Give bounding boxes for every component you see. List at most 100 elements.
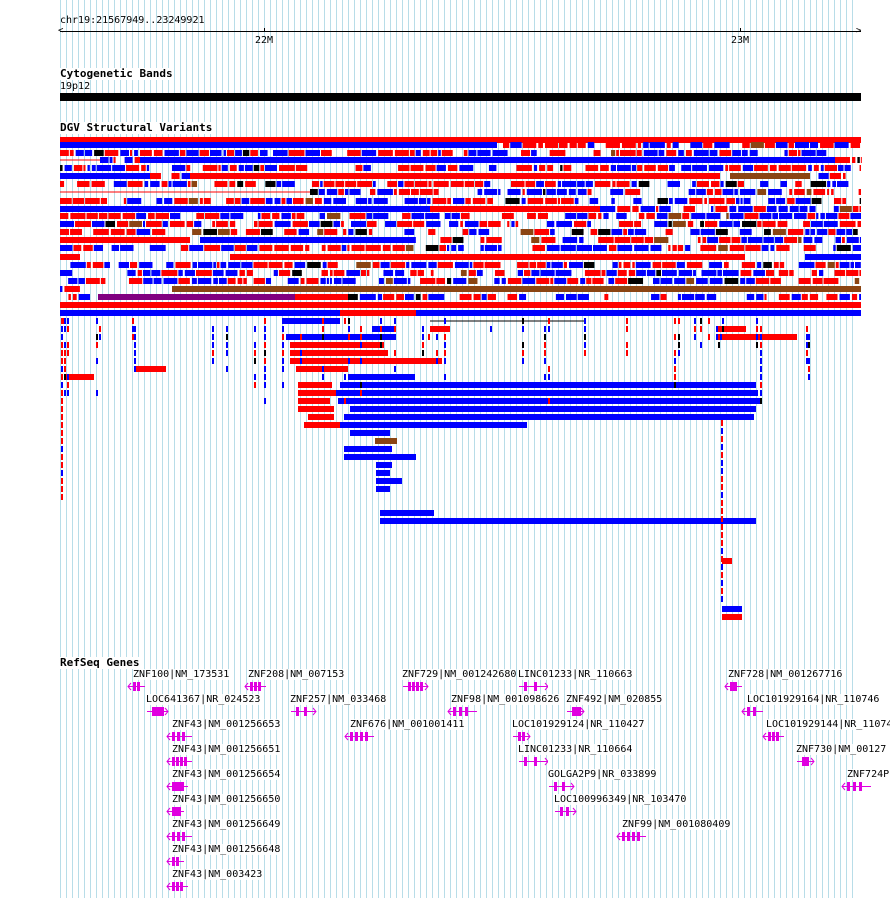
- variant-bar[interactable]: [463, 150, 468, 156]
- variant-bar[interactable]: [565, 213, 577, 219]
- variant-bar[interactable]: [396, 294, 404, 300]
- variant-bar[interactable]: [779, 213, 793, 219]
- variant-bar[interactable]: [245, 181, 256, 187]
- variant-bar[interactable]: [410, 165, 424, 171]
- variant-bar[interactable]: [685, 245, 691, 251]
- variant-tick[interactable]: [721, 444, 723, 450]
- variant-tick[interactable]: [808, 342, 810, 348]
- variant-bar[interactable]: [741, 150, 748, 156]
- variant-bar[interactable]: [746, 294, 755, 300]
- variant-bar[interactable]: [340, 310, 416, 316]
- variant-bar[interactable]: [387, 181, 398, 187]
- variant-tick[interactable]: [721, 492, 723, 498]
- variant-bar[interactable]: [778, 294, 790, 300]
- variant-bar[interactable]: [633, 198, 642, 204]
- variant-bar[interactable]: [428, 262, 437, 268]
- variant-tick[interactable]: [626, 342, 628, 348]
- variant-bar[interactable]: [859, 198, 861, 204]
- variant-bar[interactable]: [186, 221, 194, 227]
- variant-bar[interactable]: [480, 245, 484, 251]
- variant-tick[interactable]: [722, 326, 724, 332]
- variant-bar[interactable]: [126, 165, 140, 171]
- variant-bar[interactable]: [78, 278, 85, 284]
- variant-tick[interactable]: [678, 318, 680, 324]
- variant-bar[interactable]: [398, 189, 411, 195]
- variant-bar[interactable]: [636, 270, 646, 276]
- variant-bar[interactable]: [536, 181, 544, 187]
- variant-bar[interactable]: [198, 262, 213, 268]
- variant-tick[interactable]: [61, 470, 63, 476]
- variant-tick[interactable]: [61, 374, 63, 380]
- variant-bar[interactable]: [298, 398, 330, 404]
- variant-bar[interactable]: [242, 150, 250, 156]
- variant-bar[interactable]: [677, 294, 681, 300]
- variant-bar[interactable]: [717, 270, 722, 276]
- variant-tick[interactable]: [436, 350, 438, 356]
- variant-bar[interactable]: [757, 189, 767, 195]
- variant-bar[interactable]: [709, 278, 723, 284]
- variant-bar[interactable]: [715, 229, 728, 235]
- variant-bar[interactable]: [743, 198, 751, 204]
- variant-bar[interactable]: [525, 181, 536, 187]
- variant-bar[interactable]: [762, 221, 776, 227]
- variant-tick[interactable]: [700, 342, 702, 348]
- variant-bar[interactable]: [108, 213, 121, 219]
- gene-label[interactable]: ZNF43|NM_001256649: [172, 819, 281, 830]
- variant-bar[interactable]: [628, 270, 636, 276]
- variant-bar[interactable]: [656, 206, 659, 212]
- variant-bar[interactable]: [238, 165, 244, 171]
- variant-bar[interactable]: [681, 294, 695, 300]
- variant-bar[interactable]: [531, 150, 537, 156]
- variant-bar[interactable]: [460, 213, 470, 219]
- variant-bar[interactable]: [83, 165, 86, 171]
- variant-tick[interactable]: [61, 494, 63, 500]
- variant-bar[interactable]: [666, 150, 677, 156]
- variant-bar[interactable]: [134, 150, 138, 156]
- variant-bar[interactable]: [799, 206, 808, 212]
- variant-bar[interactable]: [298, 406, 334, 412]
- variant-bar[interactable]: [278, 165, 295, 171]
- variant-bar[interactable]: [333, 278, 342, 284]
- variant-bar[interactable]: [835, 237, 842, 243]
- variant-tick[interactable]: [522, 350, 524, 356]
- variant-tick[interactable]: [61, 406, 63, 412]
- variant-bar[interactable]: [209, 150, 222, 156]
- variant-tick[interactable]: [422, 358, 424, 364]
- variant-bar[interactable]: [852, 245, 861, 251]
- variant-bar[interactable]: [127, 270, 136, 276]
- variant-bar[interactable]: [140, 157, 835, 163]
- variant-bar[interactable]: [846, 229, 853, 235]
- variant-bar[interactable]: [568, 262, 583, 268]
- variant-bar[interactable]: [846, 237, 859, 243]
- variant-bar[interactable]: [264, 165, 277, 171]
- variant-bar[interactable]: [245, 229, 260, 235]
- variant-bar[interactable]: [369, 189, 376, 195]
- variant-bar[interactable]: [411, 262, 427, 268]
- variant-bar[interactable]: [824, 165, 838, 171]
- variant-bar[interactable]: [120, 245, 134, 251]
- variant-tick[interactable]: [394, 326, 396, 332]
- variant-bar[interactable]: [189, 245, 204, 251]
- variant-bar[interactable]: [188, 198, 198, 204]
- variant-bar[interactable]: [286, 198, 292, 204]
- variant-bar[interactable]: [142, 270, 151, 276]
- variant-bar[interactable]: [709, 150, 718, 156]
- variant-tick[interactable]: [444, 334, 446, 340]
- variant-tick[interactable]: [67, 342, 69, 348]
- variant-bar[interactable]: [68, 278, 78, 284]
- variant-bar[interactable]: [257, 213, 261, 219]
- variant-tick[interactable]: [721, 588, 723, 594]
- variant-bar[interactable]: [590, 229, 598, 235]
- variant-tick[interactable]: [226, 342, 228, 348]
- gene-minus-strand-icon[interactable]: [166, 806, 196, 817]
- variant-tick[interactable]: [348, 350, 350, 356]
- variant-bar[interactable]: [661, 270, 677, 276]
- variant-tick[interactable]: [760, 382, 762, 388]
- variant-bar[interactable]: [129, 150, 133, 156]
- variant-tick[interactable]: [134, 358, 136, 364]
- variant-tick[interactable]: [674, 382, 676, 388]
- variant-tick[interactable]: [394, 374, 396, 380]
- variant-tick[interactable]: [64, 366, 66, 372]
- variant-bar[interactable]: [623, 262, 631, 268]
- variant-bar[interactable]: [451, 245, 457, 251]
